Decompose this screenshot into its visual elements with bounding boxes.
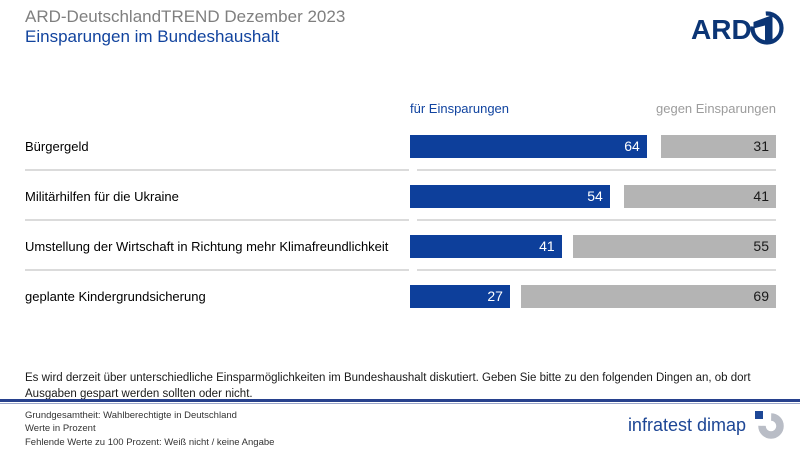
page-subtitle: Einsparungen im Bundeshaushalt — [25, 27, 280, 46]
chart-row: geplante Kindergrundsicherung 27 69 — [0, 285, 800, 308]
ard-logo-text: ARD — [691, 14, 752, 45]
bottom-rule-navy — [0, 399, 800, 402]
chart-row: Bürgergeld 64 31 — [0, 135, 800, 158]
row-divider — [417, 169, 776, 171]
bar-for-einsparungen: 64 — [410, 135, 647, 158]
bar-for-einsparungen: 27 — [410, 285, 510, 308]
infratest-dimap-label: infratest dimap — [627, 414, 746, 435]
row-divider — [417, 219, 776, 221]
bar-gegen-einsparungen: 55 — [572, 235, 776, 258]
bar-value: 41 — [539, 238, 555, 254]
bar-value: 54 — [587, 188, 603, 204]
row-divider — [25, 269, 409, 271]
bar-value: 55 — [753, 238, 769, 254]
footnote-line: Werte in Prozent — [25, 423, 96, 435]
footnotes: Grundgesamtheit: Wahlberechtigte in Deut… — [25, 409, 274, 449]
bar-for-einsparungen: 54 — [410, 185, 610, 208]
row-divider — [25, 169, 409, 171]
bar-value: 69 — [753, 288, 769, 304]
ard-logo-icon: ARD — [691, 11, 784, 45]
question-text: Es wird derzeit über unterschiedliche Ei… — [25, 372, 751, 401]
chart-row: Umstellung der Wirtschaft in Richtung me… — [0, 235, 800, 258]
legend-against-label: gegen Einsparungen — [656, 101, 776, 116]
row-label: Bürgergeld — [25, 139, 89, 154]
row-divider — [417, 269, 776, 271]
bar-value: 64 — [624, 138, 640, 154]
bar-gegen-einsparungen: 41 — [624, 185, 776, 208]
infratest-dimap-logo: infratest dimap — [628, 410, 784, 440]
bar-value: 41 — [753, 188, 769, 204]
row-label: Militärhilfen für die Ukraine — [25, 189, 179, 204]
bar-for-einsparungen: 41 — [410, 235, 562, 258]
footnote-line: Fehlende Werte zu 100 Prozent: Weiß nich… — [25, 436, 275, 448]
footnote-line: Grundgesamtheit: Wahlberechtigte in Deut… — [25, 410, 237, 421]
row-divider — [25, 219, 409, 221]
bar-gegen-einsparungen: 31 — [661, 135, 776, 158]
bar-gegen-einsparungen: 69 — [520, 285, 776, 308]
page-title: ARD-DeutschlandTREND Dezember 2023 — [25, 7, 346, 26]
bar-value: 31 — [753, 138, 769, 154]
chart-row: Militärhilfen für die Ukraine 54 41 — [0, 185, 800, 208]
legend-for-label: für Einsparungen — [410, 101, 510, 116]
row-label: geplante Kindergrundsicherung — [25, 289, 206, 304]
bottom-rule-thin — [0, 403, 800, 404]
bar-value: 27 — [487, 288, 503, 304]
row-label: Umstellung der Wirtschaft in Richtung me… — [25, 239, 389, 254]
infratest-dimap-mark-icon — [755, 411, 784, 439]
